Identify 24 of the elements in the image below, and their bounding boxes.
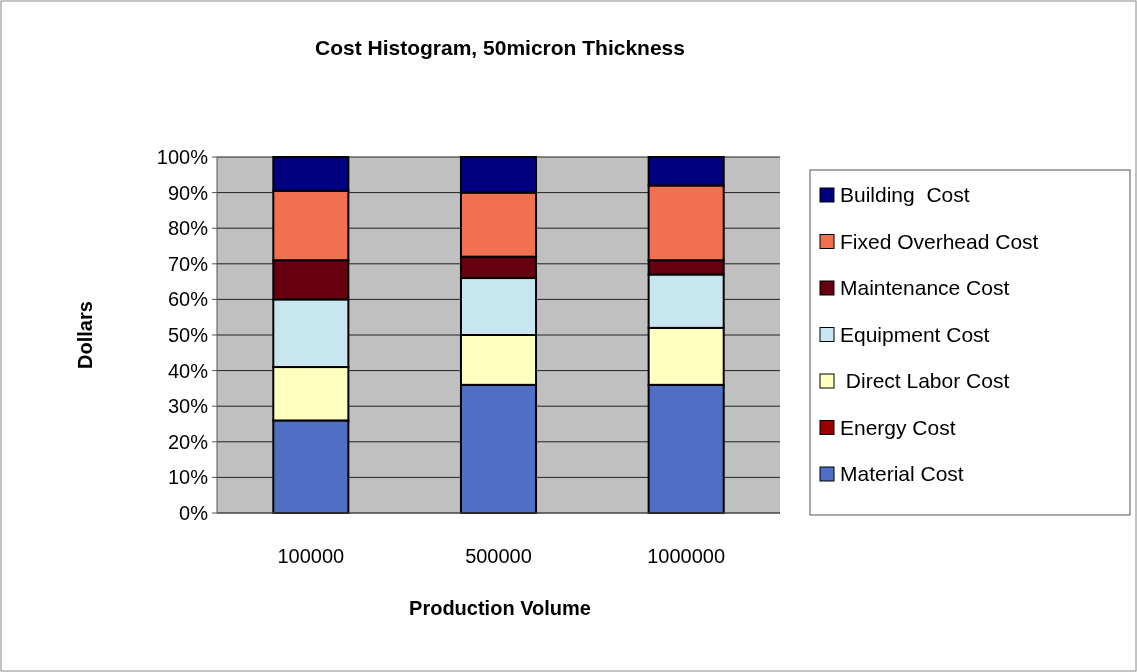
y-tick-label: 10% — [167, 466, 209, 489]
legend-label: Direct Labor Cost — [840, 369, 1010, 393]
y-tick-label: 80% — [167, 217, 209, 240]
y-tick-label: 40% — [167, 359, 209, 382]
y-tick-label: 60% — [167, 288, 209, 311]
chart-title: Cost Histogram, 50micron Thickness — [315, 36, 685, 59]
legend-label: Energy Cost — [840, 415, 956, 439]
legend-label: Equipment Cost — [840, 322, 990, 346]
x-tick-label: 100000 — [277, 545, 345, 567]
y-tick-label: 50% — [167, 324, 209, 346]
y-tick-label: 0% — [179, 502, 209, 524]
y-tick-label: 90% — [167, 181, 209, 204]
y-tick-label: 100% — [156, 146, 209, 168]
legend-label: Maintenance Cost — [840, 276, 1010, 300]
legend-label: Material Cost — [840, 462, 964, 486]
x-tick-label: 500000 — [465, 545, 532, 567]
x-axis-title: Production Volume — [409, 597, 591, 619]
legend-label: Building Cost — [840, 183, 970, 207]
y-tick-label: 70% — [167, 252, 209, 275]
y-tick-label: 20% — [167, 430, 209, 453]
legend-label: Fixed Overhead Cost — [840, 229, 1039, 253]
y-axis-title: Dollars — [74, 301, 96, 369]
y-tick-label: 30% — [167, 395, 209, 418]
x-tick-label: 1000000 — [647, 545, 726, 567]
